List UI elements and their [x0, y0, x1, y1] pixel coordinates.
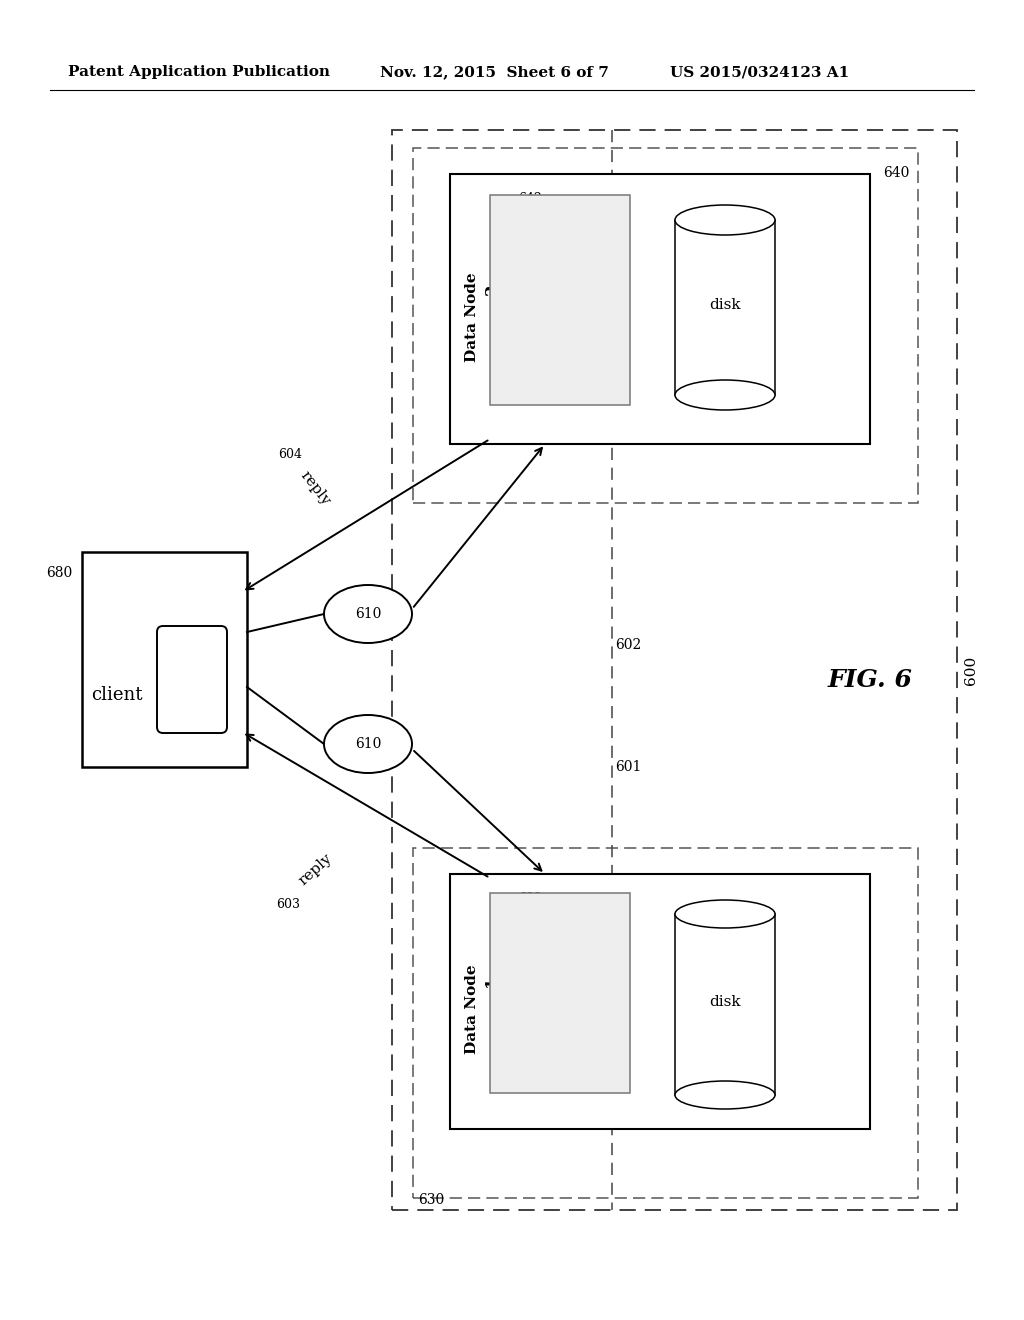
- Bar: [413, 847, 918, 1199]
- Ellipse shape: [324, 585, 412, 643]
- Text: 632: 632: [518, 892, 542, 906]
- Text: 1: 1: [483, 975, 501, 987]
- Text: 604: 604: [278, 449, 302, 462]
- Text: Data Node: Data Node: [465, 272, 479, 362]
- Bar: [450, 874, 870, 1129]
- Bar: [450, 174, 870, 444]
- Text: 601: 601: [615, 760, 641, 774]
- Text: 630: 630: [418, 1193, 444, 1206]
- Ellipse shape: [675, 380, 775, 411]
- Text: client: client: [91, 685, 142, 704]
- Bar: [490, 195, 630, 405]
- Ellipse shape: [675, 900, 775, 928]
- Text: 2: 2: [483, 284, 501, 294]
- Text: area: area: [542, 1010, 579, 1027]
- Text: disk: disk: [710, 298, 740, 312]
- Text: Patent Application Publication: Patent Application Publication: [68, 65, 330, 79]
- Text: 680: 680: [46, 566, 72, 579]
- Bar: [490, 894, 630, 1093]
- Text: reply: reply: [297, 469, 333, 508]
- Bar: [675, 913, 775, 1096]
- Text: US 2015/0324123 A1: US 2015/0324123 A1: [670, 65, 849, 79]
- Text: disk: disk: [710, 995, 740, 1010]
- Ellipse shape: [324, 715, 412, 774]
- FancyBboxPatch shape: [157, 626, 227, 733]
- Text: Data Node: Data Node: [465, 965, 479, 1055]
- Text: 603: 603: [276, 899, 300, 912]
- Text: 610: 610: [354, 737, 381, 751]
- Text: 642: 642: [518, 191, 542, 205]
- Text: staging: staging: [529, 979, 591, 997]
- Bar: [675, 220, 775, 395]
- Bar: [82, 552, 247, 767]
- Text: 640: 640: [884, 166, 910, 180]
- Text: FIG. 6: FIG. 6: [827, 668, 912, 692]
- Text: Nov. 12, 2015  Sheet 6 of 7: Nov. 12, 2015 Sheet 6 of 7: [380, 65, 609, 79]
- Text: area: area: [542, 317, 579, 334]
- Text: 600: 600: [964, 655, 978, 685]
- Text: reply: reply: [296, 851, 335, 888]
- Ellipse shape: [675, 1081, 775, 1109]
- Text: 602: 602: [615, 638, 641, 652]
- Text: staging: staging: [529, 286, 591, 304]
- Text: 610: 610: [354, 607, 381, 620]
- Bar: [392, 129, 957, 1210]
- Ellipse shape: [675, 205, 775, 235]
- Bar: [413, 148, 918, 503]
